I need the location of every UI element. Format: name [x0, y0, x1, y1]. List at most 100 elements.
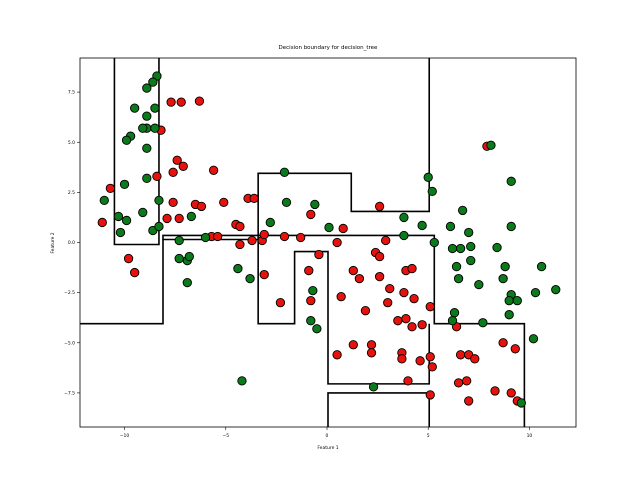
point-class-green — [447, 243, 458, 254]
point-class-red — [403, 376, 413, 386]
point-class-green — [492, 242, 502, 253]
point-class-red — [510, 344, 520, 354]
point-class-red — [462, 376, 472, 386]
point-class-green — [310, 199, 320, 210]
point-class-red — [275, 298, 286, 308]
y-tick-label: −5.0 — [64, 340, 75, 346]
point-class-red — [455, 350, 466, 360]
point-class-green — [237, 376, 247, 386]
point-class-green — [445, 221, 456, 232]
point-class-green — [466, 255, 476, 266]
point-class-red — [176, 97, 186, 107]
point-class-red — [417, 320, 427, 330]
point-class-red — [249, 193, 259, 204]
point-class-green — [506, 176, 516, 186]
point-class-red — [338, 223, 348, 234]
decision-boundary-line — [257, 239, 431, 385]
point-class-green — [504, 310, 514, 320]
point-class-green — [142, 83, 152, 93]
point-class-green — [308, 285, 318, 296]
point-class-green — [466, 241, 476, 252]
y-tick-label: 0.0 — [68, 240, 75, 246]
point-class-green — [399, 230, 409, 241]
point-class-green — [154, 195, 164, 206]
point-class-red — [374, 201, 385, 212]
chart-title: Decision boundary for decision_tree — [279, 45, 379, 51]
point-class-red — [178, 161, 188, 171]
point-class-red — [374, 271, 385, 282]
point-class-red — [174, 213, 184, 224]
point-class-green — [113, 211, 124, 222]
point-class-red — [409, 293, 419, 304]
point-class-red — [415, 356, 425, 366]
point-class-green — [423, 172, 433, 182]
point-class-red — [259, 229, 269, 240]
point-class-green — [504, 296, 514, 306]
plot-area — [80, 58, 561, 427]
y-tick-label: 7.5 — [68, 90, 75, 96]
point-class-green — [281, 197, 292, 208]
point-class-red — [105, 183, 116, 194]
point-class-green — [142, 173, 152, 183]
point-class-green — [427, 186, 437, 197]
point-class-green — [324, 222, 334, 233]
point-class-green — [528, 334, 539, 344]
point-class-red — [348, 340, 358, 350]
point-class-red — [235, 239, 245, 250]
point-class-red — [194, 96, 205, 106]
point-class-red — [208, 165, 219, 175]
point-class-red — [296, 232, 306, 243]
point-class-red — [306, 296, 316, 306]
y-axis-label: Feature 2 — [50, 232, 56, 253]
point-class-green — [506, 221, 516, 232]
y-tick-label: −2.5 — [64, 290, 75, 296]
point-class-red — [123, 253, 134, 264]
point-class-red — [464, 396, 474, 406]
point-class-green — [512, 296, 522, 306]
point-class-green — [455, 243, 466, 254]
point-class-green — [464, 227, 474, 238]
point-class-red — [470, 354, 480, 364]
point-class-red — [354, 273, 365, 284]
point-class-green — [200, 232, 211, 243]
point-class-green — [306, 316, 316, 326]
y-tick-label: 5.0 — [68, 140, 75, 146]
point-class-green — [142, 111, 152, 121]
point-class-red — [498, 338, 508, 348]
point-class-red — [166, 97, 176, 107]
point-class-red — [399, 287, 409, 298]
point-class-red — [381, 235, 391, 246]
x-tick-label: 5 — [427, 433, 430, 439]
point-class-red — [407, 263, 417, 274]
point-class-red — [304, 265, 314, 276]
point-class-green — [186, 211, 197, 222]
point-class-green — [312, 324, 322, 334]
point-class-red — [279, 231, 290, 242]
point-class-red — [374, 251, 385, 262]
point-class-green — [142, 143, 152, 153]
x-tick-label: −10 — [120, 433, 130, 439]
point-class-red — [332, 350, 342, 360]
point-class-green — [119, 179, 130, 189]
point-class-green — [417, 220, 427, 231]
point-class-green — [115, 227, 126, 238]
decision-boundary-line — [327, 392, 431, 427]
point-class-green — [486, 140, 496, 150]
point-class-green — [121, 215, 132, 226]
point-class-green — [451, 261, 462, 272]
point-class-red — [213, 231, 223, 242]
point-class-red — [425, 352, 435, 362]
point-class-red — [385, 283, 395, 294]
point-class-green — [138, 207, 148, 218]
point-class-red — [259, 269, 269, 280]
y-axis: −7.5 −5.0 −2.5 0.0 2.5 5.0 7.5 — [64, 90, 80, 397]
point-class-red — [172, 155, 182, 165]
x-tick-label: −5 — [222, 433, 229, 439]
point-class-green — [429, 237, 439, 248]
point-class-green — [245, 273, 255, 284]
point-class-green — [174, 235, 184, 246]
point-class-green — [154, 221, 164, 232]
point-class-red — [348, 265, 358, 276]
